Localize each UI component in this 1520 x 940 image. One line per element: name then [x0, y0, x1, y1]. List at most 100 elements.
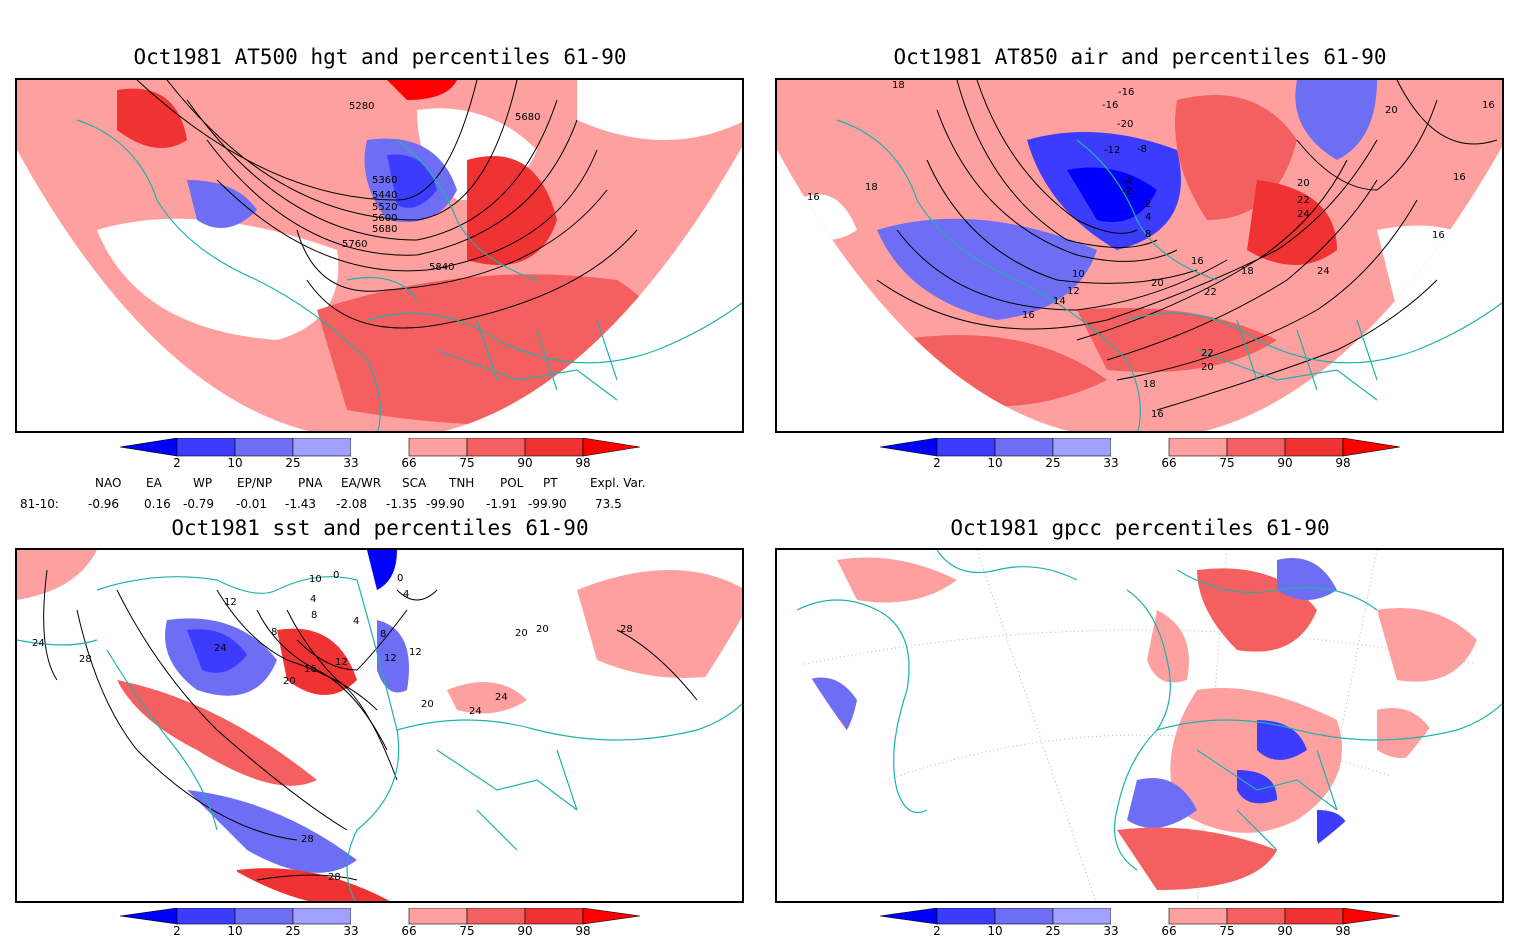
contour-label: 16 [807, 192, 820, 203]
colorbar-label: 2 [933, 924, 941, 938]
contour-label: 28 [79, 654, 92, 665]
contour-label: 16 [1482, 100, 1495, 111]
colorbar-segment [408, 437, 468, 457]
contour-label: 28 [328, 872, 341, 883]
colorbar-segment [234, 907, 294, 925]
contour-label: 24 [32, 638, 45, 649]
colorbar-label: 25 [1045, 924, 1061, 938]
colorbar-label: 66 [401, 924, 417, 938]
index-value: -2.08 [336, 497, 368, 511]
map-sst-svg: 24 28 12 10 0 4 0 4 8 8 4 8 12 24 16 12 … [17, 550, 742, 901]
index-value: -0.96 [88, 497, 120, 511]
map-panel-hgt500: 5280 5680 5360 5440 5520 5600 5680 5760 … [15, 78, 744, 433]
index-value: -1.35 [386, 497, 418, 511]
index-value: 73.5 [595, 497, 622, 511]
colorbar-segment [994, 907, 1054, 925]
colorbar-segment [466, 907, 526, 925]
contour-label: 16 [1453, 172, 1466, 183]
index-header: NAO [95, 476, 122, 490]
colorbar-label: 2 [173, 456, 181, 470]
index-header: EA/WR [341, 476, 382, 490]
colorbar-label: 25 [285, 924, 301, 938]
index-row-label: 81-10: [20, 497, 59, 511]
contour-label: 20 [1151, 278, 1164, 289]
colorbar-label: 33 [1103, 924, 1119, 938]
contour-label: 16 [1191, 256, 1204, 267]
colorbar-segment [582, 907, 641, 925]
colorbar-hgt500-svg [119, 437, 641, 457]
contour-label: 5520 [372, 202, 397, 213]
colorbar-segment [994, 437, 1054, 457]
colorbar-segment [466, 437, 526, 457]
contour-label: 28 [620, 624, 633, 635]
index-header: EP/NP [237, 476, 273, 490]
colorbar-segment [1226, 437, 1286, 457]
contour-label: 4 [403, 589, 409, 600]
contour-label: 8 [271, 627, 277, 638]
index-value: -99.90 [426, 497, 465, 511]
colorbar-label: 98 [1335, 924, 1351, 938]
colorbar-segment [408, 907, 468, 925]
contour-label: 18 [1143, 379, 1156, 390]
map-hgt500-svg: 5280 5680 5360 5440 5520 5600 5680 5760 … [17, 80, 742, 431]
contour-label: 5440 [372, 190, 397, 201]
colorbar-label: 10 [227, 456, 243, 470]
colorbar-label: 90 [517, 456, 533, 470]
colorbar-segment [936, 437, 996, 457]
contour-label: 28 [301, 834, 314, 845]
colorbar-segment [1052, 907, 1112, 925]
contour-label: 18 [892, 80, 905, 91]
map-panel-gpcc [775, 548, 1504, 903]
index-header: Expl. Var. [590, 476, 646, 490]
colorbar-segment [176, 907, 236, 925]
contour-label: 18 [1241, 266, 1254, 277]
colorbar-label: 10 [987, 924, 1003, 938]
contour-label: 2 [1145, 199, 1151, 210]
colorbar-label: 10 [227, 924, 243, 938]
colorbar-label: 75 [459, 456, 475, 470]
contour-label: -8 [1137, 144, 1147, 155]
index-header: SCA [402, 476, 427, 490]
contour-label: 12 [409, 647, 422, 658]
colorbar-segment [351, 908, 409, 924]
panel-title-1: Oct1981 AT500 hgt and percentiles 61-90 [133, 45, 627, 69]
colorbar-label: 66 [1161, 456, 1177, 470]
colorbar-segment [292, 437, 352, 457]
contour-label: 22 [1204, 287, 1217, 298]
colorbar-segment [1168, 437, 1228, 457]
contour-label: 20 [1201, 362, 1214, 373]
contour-label: 5360 [372, 175, 397, 186]
index-value: -1.91 [486, 497, 518, 511]
colorbar-label: 98 [575, 924, 591, 938]
colorbar-label: 33 [1103, 456, 1119, 470]
contour-label: 16 [1151, 409, 1164, 420]
panel-title-4: Oct1981 gpcc percentiles 61-90 [950, 516, 1330, 540]
colorbar-hgt500: 2 10 25 33 66 75 90 98 [115, 437, 645, 478]
contour-label: -16 [1118, 87, 1134, 98]
contour-label: 16 [1022, 310, 1035, 321]
colorbar-label: 75 [1219, 924, 1235, 938]
colorbar-label: 90 [1277, 924, 1293, 938]
index-value: -0.01 [236, 497, 268, 511]
contour-label: 8 [380, 629, 386, 640]
colorbar-segment [1168, 907, 1228, 925]
contour-label: -20 [1117, 119, 1133, 130]
contour-label: 20 [1297, 178, 1310, 189]
contour-label: 8 [311, 610, 317, 621]
colorbar-segment [1284, 437, 1344, 457]
colorbar-sst-svg [119, 907, 641, 925]
contour-label: 24 [1317, 266, 1330, 277]
colorbar-label: 66 [401, 456, 417, 470]
colorbar-label: 25 [285, 456, 301, 470]
contour-label: 22 [1297, 195, 1310, 206]
contour-label: 24 [1297, 209, 1310, 220]
colorbar-segment [1226, 907, 1286, 925]
colorbar-segment [119, 907, 178, 925]
colorbar-label: 2 [173, 924, 181, 938]
contour-label: -2 [1122, 186, 1132, 197]
colorbar-segment [524, 907, 584, 925]
contour-label: 24 [495, 692, 508, 703]
contour-label: 5600 [372, 213, 397, 224]
panel-title-2: Oct1981 AT850 air and percentiles 61-90 [893, 45, 1387, 69]
index-header: PT [543, 476, 558, 490]
